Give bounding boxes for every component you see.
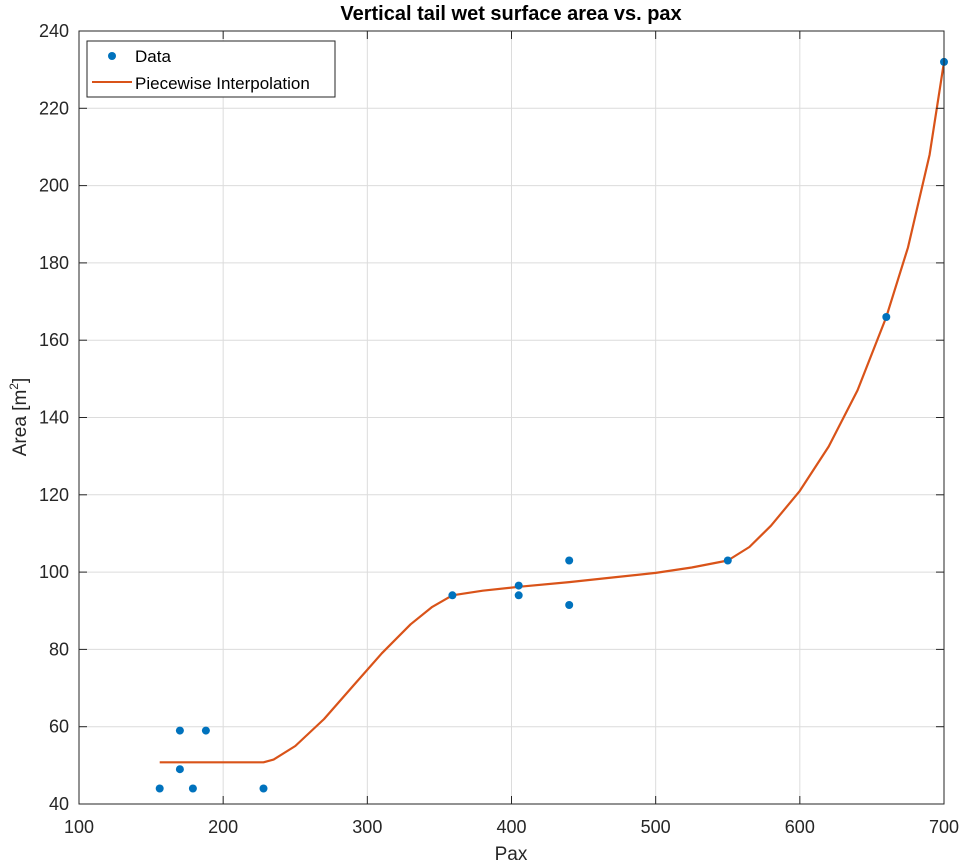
y-tick-label: 160	[39, 330, 69, 350]
y-tick-label: 220	[39, 98, 69, 118]
data-point	[448, 591, 457, 600]
x-tick-label: 400	[496, 817, 526, 837]
x-axis-label: Pax	[495, 844, 528, 864]
legend-box	[86, 40, 336, 98]
y-axis-label-sup: 2	[7, 383, 21, 390]
label-layer: Vertical tail wet surface area vs. pax P…	[7, 3, 682, 864]
data-point	[188, 784, 197, 793]
y-tick-label: 60	[49, 717, 69, 737]
x-tick-label: 600	[785, 817, 815, 837]
legend: Data Piecewise Interpolation	[86, 40, 336, 98]
y-tick-label: 140	[39, 408, 69, 428]
data-point	[175, 765, 184, 774]
y-tick-label: 120	[39, 485, 69, 505]
data-point	[723, 556, 732, 565]
tick-layer: 100 200 300 400 500 600 700 40 60 80 100 120 140 160 1…	[39, 21, 959, 837]
legend-data-marker	[108, 52, 116, 60]
data-point	[882, 313, 891, 321]
x-tick-label: 200	[208, 817, 238, 837]
y-axis-label-end: ]	[10, 378, 31, 383]
x-tick-label: 300	[352, 817, 382, 837]
data-point	[259, 784, 268, 793]
data-point	[565, 601, 574, 609]
x-tick-label: 500	[641, 817, 671, 837]
data-point	[175, 726, 184, 735]
x-tick-label: 700	[929, 817, 959, 837]
y-tick-label: 40	[49, 794, 69, 814]
chart-title: Vertical tail wet surface area vs. pax	[340, 3, 681, 25]
x-tick-label: 100	[64, 817, 94, 837]
data-point	[201, 726, 210, 735]
y-tick-label: 200	[39, 176, 69, 196]
y-axis-label: Area [m2]	[7, 378, 31, 457]
y-axis-label-main: Area [m	[10, 390, 31, 457]
legend-entry-interpolation: Piecewise Interpolation	[135, 74, 310, 93]
interpolation-line	[159, 61, 946, 764]
y-tick-label: 240	[39, 21, 69, 41]
data-point	[155, 784, 164, 793]
data-point	[514, 591, 523, 600]
data-point	[514, 581, 523, 590]
y-tick-label: 180	[39, 253, 69, 273]
series-layer	[155, 57, 948, 793]
y-tick-label: 80	[49, 639, 69, 659]
y-tick-label: 100	[39, 562, 69, 582]
data-point	[565, 556, 574, 565]
legend-entry-data: Data	[135, 47, 171, 66]
